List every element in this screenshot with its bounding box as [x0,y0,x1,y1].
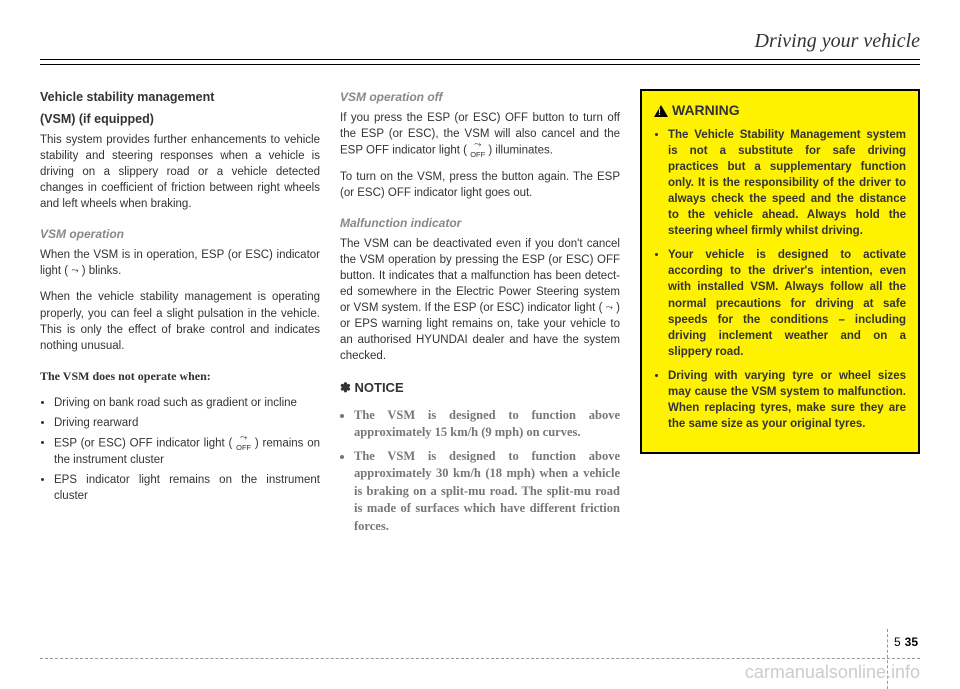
warning-title: WARNING [672,101,740,121]
page-number-value: 35 [905,635,918,649]
esc-off-icon: ⤳OFF [236,434,251,451]
subhead-not-operate: The VSM does not operate when: [40,368,320,385]
notice-body: The VSM is designed to function above ap… [340,407,620,536]
content-columns: Vehicle stability management (VSM) (if e… [40,89,920,545]
para-malfunction: The VSM can be deactivated even if you d… [340,236,620,365]
esc-icon: ⤳ [606,304,613,311]
subhead-vsm-off: VSM operation off [340,89,620,106]
para-vsm-off-2: To turn on the VSM, press the button aga… [340,169,620,201]
section-header: Driving your vehicle [40,30,920,60]
text-fragment: ) illuminates. [488,144,553,156]
footer-dashed-line [40,658,920,659]
warning-triangle-icon [654,105,668,117]
text-fragment: ) blinks. [82,265,122,277]
warning-box: WARNING The Vehicle Stability Management… [640,89,920,454]
list-not-operate: Driving on bank road such as gradient or… [40,395,320,504]
para-vsm-op-1: When the VSM is in operation, ESP (or ES… [40,247,320,279]
para-vsm-off-1: If you press the ESP (or ESC) OFF but­to… [340,110,620,159]
list-item: Driving rearward [54,415,320,431]
heading-vsm-2: (VSM) (if equipped) [40,111,320,129]
para-vsm-op-2: When the vehicle stability management is… [40,289,320,353]
text-fragment: The VSM can be deactivated even if you d… [340,238,620,314]
heading-vsm-1: Vehicle stability management [40,89,320,107]
column-2: VSM operation off If you press the ESP (… [340,89,620,545]
header-rule [40,64,920,65]
column-3: WARNING The Vehicle Stability Management… [640,89,920,545]
subhead-vsm-operation: VSM operation [40,226,320,243]
list-item: Driving on bank road such as gradient or… [54,395,320,411]
column-1: Vehicle stability management (VSM) (if e… [40,89,320,545]
watermark: carmanualsonline.info [745,662,920,683]
para-intro: This system provides further enhance­men… [40,132,320,212]
warning-heading: WARNING [654,101,906,121]
text-fragment: ESP (or ESC) OFF indicator light ( [54,437,232,449]
notice-heading: ✽ NOTICE [340,379,620,397]
page-number: 5 35 [894,635,918,649]
warning-item: The Vehicle Stability Management system … [668,127,906,240]
subhead-malfunction: Malfunction indicator [340,215,620,232]
notice-item: The VSM is designed to function above ap… [354,407,620,442]
list-item: ESP (or ESC) OFF indicator light ( ⤳OFF … [54,435,320,468]
chapter-number: 5 [894,635,901,649]
esc-off-icon: ⤳OFF [470,141,485,158]
esc-icon: ⤳ [71,267,78,274]
warning-item: Your vehicle is designed to acti­vate ac… [668,247,906,360]
warning-item: Driving with varying tyre or wheel sizes… [668,368,906,432]
list-item: EPS indicator light remains on the instr… [54,472,320,504]
notice-item: The VSM is designed to function above ap… [354,448,620,536]
